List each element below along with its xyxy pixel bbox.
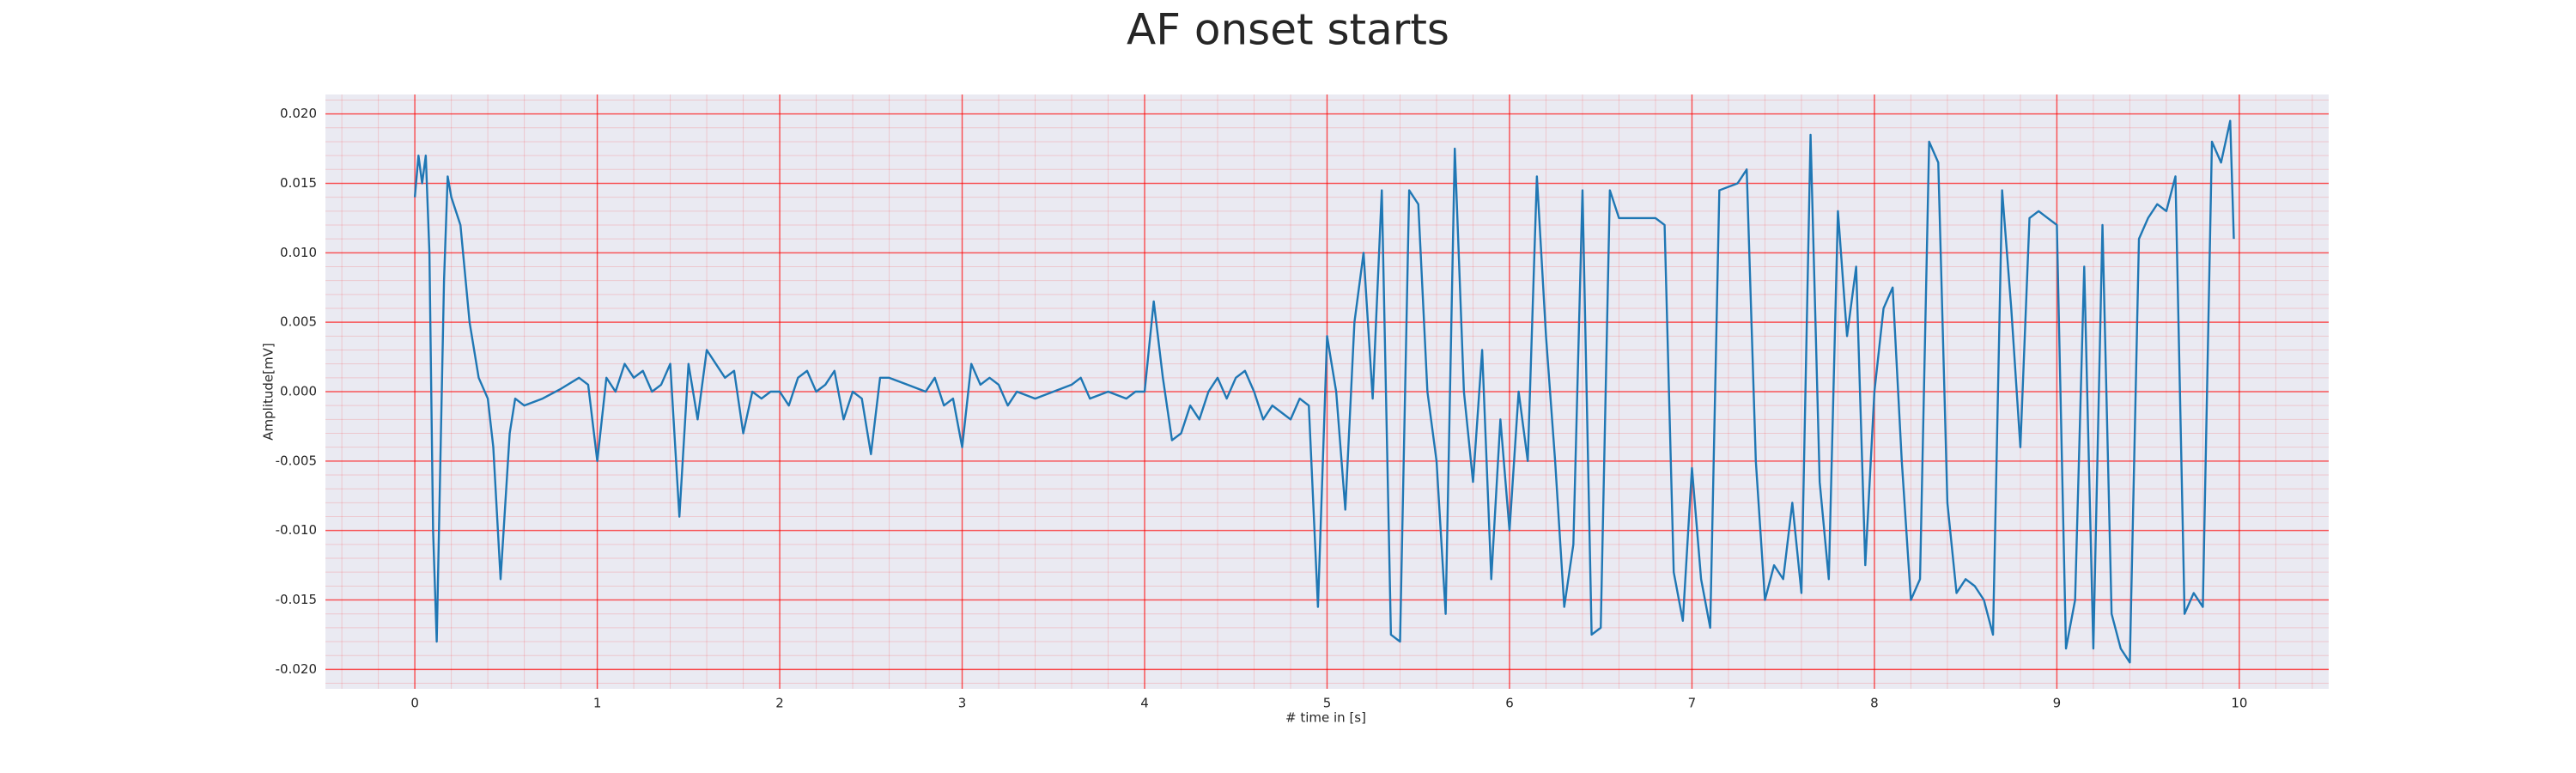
x-tick-label: 2 (775, 696, 784, 711)
x-tick-label: 5 (1323, 696, 1332, 711)
x-tick-label: 6 (1505, 696, 1514, 711)
y-tick-label: 0.010 (280, 245, 317, 260)
y-tick-label: -0.010 (276, 522, 317, 538)
signal-line (413, 119, 2235, 664)
y-tick-label: -0.005 (276, 453, 317, 468)
x-tick-label: 0 (410, 696, 419, 711)
y-axis-label: Amplitude[mV] (261, 343, 276, 440)
x-tick-label: 3 (958, 696, 967, 711)
y-tick-label: 0.020 (280, 106, 317, 121)
x-tick-label: 10 (2231, 696, 2247, 711)
x-tick-label: 4 (1140, 696, 1149, 711)
x-tick-label: 1 (593, 696, 602, 711)
y-tick-label: 0.015 (280, 175, 317, 191)
y-tick-label: -0.015 (276, 592, 317, 607)
y-tick-label: 0.000 (280, 384, 317, 399)
x-tick-label: 7 (1688, 696, 1697, 711)
y-tick-label: -0.020 (276, 661, 317, 677)
x-axis-label: # time in [s] (1285, 710, 1366, 726)
x-tick-label: 9 (2053, 696, 2062, 711)
x-tick-label: 8 (1870, 696, 1879, 711)
y-tick-label: 0.005 (280, 314, 317, 330)
chart-title: AF onset starts (1127, 5, 1449, 55)
